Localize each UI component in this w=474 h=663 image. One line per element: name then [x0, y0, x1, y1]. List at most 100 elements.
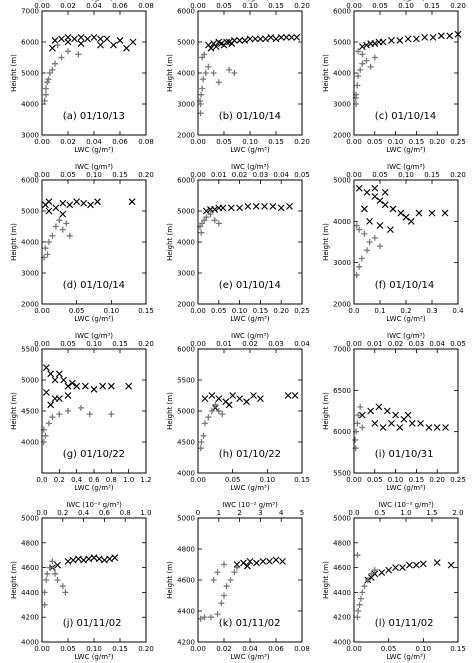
x-tick-label: 0.4 — [452, 307, 464, 315]
x-tick-label: 0.10 — [260, 476, 276, 484]
panel-label: (a) 01/10/13 — [63, 111, 125, 122]
x-tick-label: 0.15 — [253, 307, 269, 315]
ice-point — [429, 33, 437, 41]
ice-point — [241, 37, 249, 44]
ice-point — [236, 395, 243, 402]
liquid-point — [41, 97, 48, 104]
top-tick-label: 0.01 — [211, 171, 227, 179]
ice-point — [42, 389, 50, 396]
top-axis-label: IWC (10⁻² g/m³) — [222, 501, 278, 509]
liquid-point — [227, 577, 234, 583]
y-tick-label: 2000 — [177, 132, 195, 140]
top-tick-label: 0.10 — [242, 2, 258, 10]
liquid-point — [215, 79, 222, 86]
x-tick-label: 0.15 — [138, 307, 154, 315]
y-tick-label: 5000 — [21, 70, 39, 78]
ice-point — [229, 392, 237, 399]
ice-point — [293, 33, 301, 41]
ice-point — [272, 556, 280, 564]
y-tick-label: 4000 — [333, 639, 351, 647]
x-tick-label: 0.0 — [36, 476, 47, 484]
liquid-point — [197, 615, 204, 622]
liquid-point — [219, 411, 226, 418]
x-tick-label: 0.00 — [34, 307, 50, 315]
top-tick-label: 0.00 — [346, 340, 362, 348]
top-axis-label: IWC (g/m³) — [231, 332, 269, 340]
x-tick-label: 0.10 — [388, 138, 404, 146]
y-tick-label: 4200 — [21, 614, 39, 622]
x-tick-label: 0.00 — [34, 645, 50, 653]
top-tick-label: 0.03 — [253, 171, 269, 179]
x-tick-label: 0.10 — [232, 307, 248, 315]
liquid-point — [49, 414, 56, 421]
x-tick-label: 0.8 — [106, 476, 117, 484]
x-tick-label: 0.10 — [416, 645, 432, 653]
ice-point — [97, 41, 104, 49]
top-tick-label: 0.2 — [57, 509, 68, 517]
liquid-point — [223, 583, 230, 590]
y-tick-label: 4000 — [21, 101, 39, 109]
ice-point — [215, 395, 223, 402]
x-axis-label: LWC (g/m³) — [74, 484, 113, 492]
y-tick-label: 3000 — [177, 270, 195, 278]
ice-point — [227, 204, 235, 212]
y-tick-label: 5000 — [21, 377, 39, 385]
x-tick-label: 0.15 — [112, 645, 128, 653]
top-tick-label: 0.02 — [388, 340, 404, 348]
liquid-point — [199, 85, 206, 92]
top-axis-label: IWC (g/m³) — [387, 163, 425, 171]
ice-point — [363, 189, 371, 196]
ice-point — [223, 38, 230, 46]
y-tick-label: 6000 — [177, 8, 195, 16]
x-tick-label: 0.15 — [268, 138, 284, 146]
ice-point — [367, 40, 375, 47]
x-tick-label: 0.08 — [138, 138, 154, 146]
ice-point — [68, 379, 76, 387]
x-tick-label: 0.06 — [268, 645, 284, 653]
ice-point — [413, 561, 420, 569]
ice-point — [288, 33, 295, 41]
ice-point — [252, 202, 260, 210]
liquid-point — [353, 272, 360, 279]
x-tick-label: 0.0 — [348, 307, 359, 315]
ice-point — [361, 205, 368, 213]
liquid-point — [214, 611, 221, 618]
ice-point — [71, 35, 78, 43]
x-axis-label: LWC (g/m³) — [386, 315, 425, 323]
top-tick-label: 0.8 — [120, 509, 131, 517]
top-tick-label: 3 — [258, 509, 262, 517]
liquid-point — [44, 251, 51, 258]
y-tick-label: 4800 — [177, 546, 195, 554]
ice-point — [396, 424, 404, 431]
ice-point — [107, 382, 115, 390]
top-tick-label: 0 — [196, 509, 200, 517]
liquid-point — [212, 401, 219, 408]
top-tick-label: 1.0 — [140, 509, 151, 517]
ice-point — [383, 407, 391, 415]
x-axis-label: LWC (g/m³) — [74, 315, 113, 323]
x-tick-label: 0.02 — [216, 645, 232, 653]
ice-point — [129, 38, 137, 46]
ice-point — [73, 382, 81, 390]
plot-frame — [41, 348, 147, 474]
liquid-point — [234, 564, 240, 571]
ice-point — [291, 392, 299, 399]
ice-point — [406, 561, 413, 569]
ice-point — [87, 201, 94, 209]
y-tick-label: 3000 — [333, 101, 351, 109]
top-axis-label: IWC (10⁻² g/m³) — [66, 501, 122, 509]
y-tick-label: 5000 — [333, 39, 351, 47]
y-axis-label: Height (m) — [10, 54, 18, 92]
ice-point — [228, 40, 236, 47]
top-tick-label: 0.6 — [99, 509, 111, 517]
ice-point — [84, 35, 91, 43]
liquid-point — [59, 226, 66, 233]
liquid-point — [203, 214, 210, 221]
liquid-point — [43, 577, 50, 583]
liquid-point — [42, 245, 49, 252]
top-tick-label: 0.02 — [242, 340, 258, 348]
ice-point — [396, 37, 404, 44]
liquid-point — [198, 91, 205, 98]
ice-point — [269, 202, 277, 210]
liquid-point — [355, 608, 362, 614]
